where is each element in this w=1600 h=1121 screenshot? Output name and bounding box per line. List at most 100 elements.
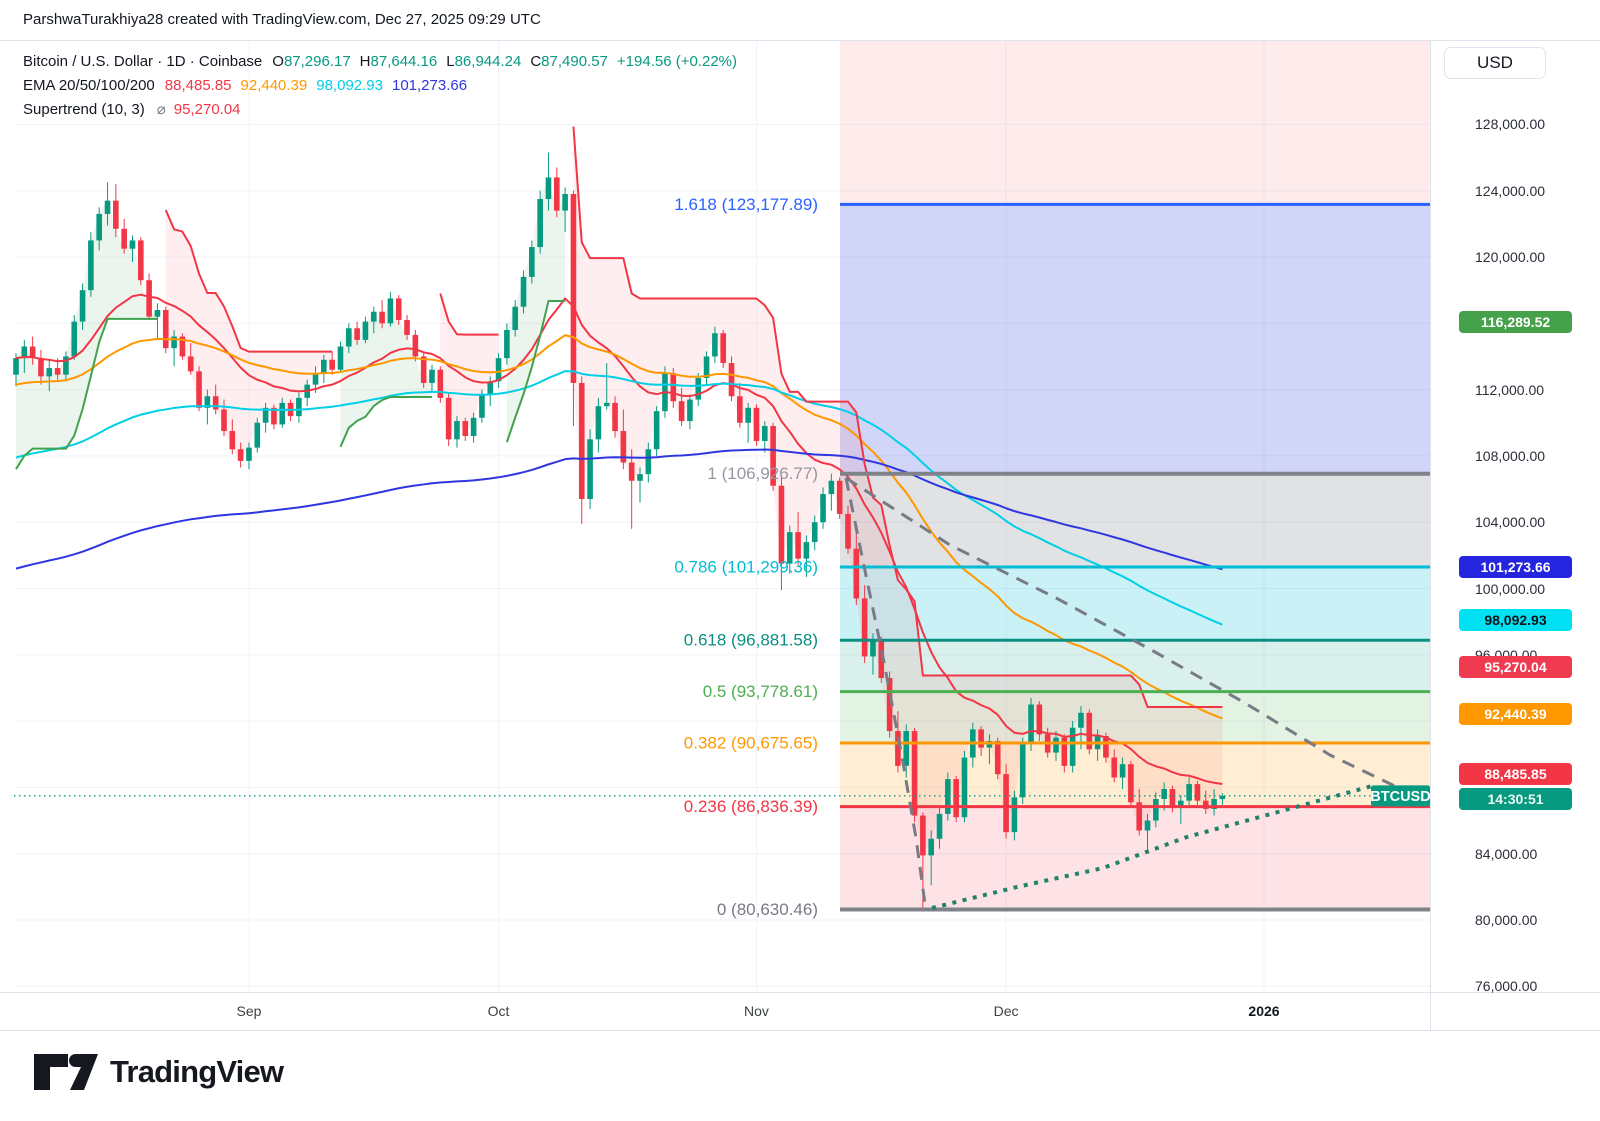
candle-body (1178, 800, 1184, 808)
ema100-value: 98,092.93 (316, 77, 383, 94)
fib-label-0.786: 0.786 (101,299.36) (674, 557, 818, 576)
tradingview-logo-icon (34, 1054, 98, 1090)
candle-body (978, 729, 984, 748)
price-tick: 104,000.00 (1475, 514, 1546, 531)
legend: Bitcoin / U.S. Dollar · 1D · Coinbase O87… (23, 50, 737, 122)
candle-body (1136, 802, 1142, 831)
ema200-value: 101,273.66 (391, 77, 468, 94)
low-value: 86,944.24 (454, 53, 522, 70)
candle-body (38, 358, 44, 377)
time-label-Sep: Sep (236, 1003, 262, 1019)
candle-body (379, 311, 385, 324)
candle-body (637, 474, 643, 481)
candle-body (520, 276, 527, 307)
ema20-value: 88,485.85 (164, 77, 232, 94)
candle-body (687, 399, 693, 422)
candle-body (795, 532, 801, 559)
trendline-drawings (844, 476, 1427, 910)
candle-body (587, 439, 593, 499)
candle-body (470, 417, 477, 437)
legend-ema-row[interactable]: EMA 20/50/100/200 88,485.85 92,440.39 98,09… (23, 74, 737, 98)
candle-body (370, 311, 377, 322)
candle-body (321, 359, 327, 374)
candle-body (1111, 757, 1118, 778)
price-tick: 76,000.00 (1475, 978, 1538, 995)
currency-toggle-button[interactable]: USD (1444, 47, 1546, 79)
candle-body (1028, 704, 1034, 745)
candle-body (620, 431, 627, 463)
candle-body (113, 200, 119, 229)
candle-body (412, 334, 419, 357)
ema200-line (15, 448, 1223, 571)
price-tick: 80,000.00 (1475, 912, 1538, 928)
time-label-Dec: Dec (993, 1003, 1019, 1019)
candle-body (1186, 784, 1192, 801)
candle-body (79, 290, 86, 322)
candle-body (279, 402, 286, 425)
candle-body (753, 407, 760, 441)
candle-body (645, 449, 652, 475)
fib-label-0.382: 0.382 (90,675.65) (684, 734, 818, 753)
price-tick: 100,000.00 (1475, 580, 1546, 597)
ema100-line (15, 370, 1223, 626)
candle-body (204, 396, 211, 408)
change-value: +194.56 (+0.22%) (616, 53, 737, 70)
candle-body (1169, 789, 1176, 808)
legend-supertrend-row[interactable]: Supertrend (10, 3) ⌀ 95,270.04 (23, 98, 737, 122)
time-label-Nov: Nov (744, 1003, 769, 1019)
candle-body (953, 779, 959, 818)
candle-body (1003, 774, 1009, 833)
tradingview-logo[interactable]: TradingView (34, 1050, 284, 1094)
candle-body (337, 346, 344, 370)
candle-body (878, 639, 885, 679)
candle-body (21, 346, 28, 359)
candle-body (612, 402, 618, 432)
svg-text:BTCUSD: BTCUSD (1370, 789, 1430, 805)
legend-symbol-row[interactable]: Bitcoin / U.S. Dollar · 1D · Coinbase O87… (23, 50, 737, 74)
candle-body (479, 394, 485, 418)
candle-body (395, 298, 402, 320)
time-axis[interactable]: Sep Oct Nov Dec 2026 (0, 992, 1430, 1030)
candle-body (670, 373, 677, 402)
candle-body (628, 462, 635, 481)
time-label-2026: 2026 (1248, 1003, 1280, 1019)
crash-dashed-trendline[interactable] (844, 477, 927, 905)
grid (14, 41, 1430, 992)
candle-body (911, 731, 918, 816)
candle-body (1019, 744, 1026, 798)
candle-body (578, 382, 585, 499)
candle-body (262, 407, 269, 423)
candle-body (895, 731, 901, 766)
candle-body (903, 731, 910, 766)
open-value: 87,296.17 (283, 53, 351, 70)
candle-body (1086, 712, 1093, 750)
candle-body (296, 397, 302, 417)
low-label: L (446, 53, 455, 70)
candle-body (570, 194, 577, 383)
price-tick: 120,000.00 (1475, 249, 1546, 265)
candle-body (820, 494, 826, 523)
candle-body (920, 815, 926, 856)
fib-retracement[interactable]: 0 (80,630.46) 0.236 (86,836.39) 0.382 (90,… (674, 195, 1430, 919)
candle-body (811, 522, 818, 543)
header-note: ParshwaTurakhiya28 created with TradingV… (23, 11, 541, 28)
candle-body (420, 356, 427, 383)
high-label: H (359, 53, 371, 70)
candle-body (961, 757, 968, 818)
fib-label-0: 0 (80,630.46) (717, 900, 818, 919)
candle-body (728, 363, 735, 397)
price-axis[interactable]: USD 128,000.00 124,000.00 120,000.00 112,00… (1430, 40, 1600, 1030)
resistance-dashed-trendline[interactable] (845, 476, 1427, 803)
candle-body (836, 480, 843, 514)
candle-body (703, 356, 710, 378)
high-value: 87,644.16 (370, 53, 438, 70)
candle-body (786, 532, 793, 564)
candle-body (1194, 784, 1201, 801)
candle-body (212, 396, 219, 410)
candle-body (229, 431, 236, 450)
candle-body (29, 346, 36, 359)
candle-body (254, 422, 261, 448)
price-tick: 124,000.00 (1475, 182, 1546, 199)
ema50-badge: 92,440.39 (1459, 702, 1572, 725)
